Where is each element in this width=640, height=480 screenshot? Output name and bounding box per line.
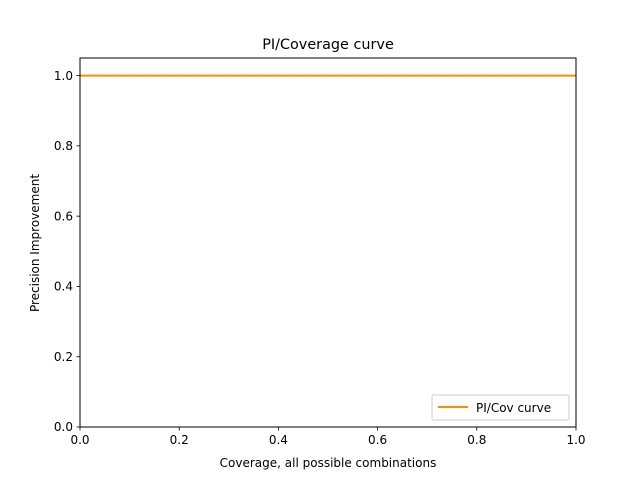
legend: PI/Cov curve: [431, 394, 570, 421]
x-tick-label: 0.6: [368, 433, 387, 447]
x-tick-label: 0.8: [467, 433, 486, 447]
x-axis-label: Coverage, all possible combinations: [220, 456, 437, 470]
chart-title: PI/Coverage curve: [262, 37, 394, 53]
y-tick-label: 0.2: [54, 350, 73, 364]
legend-box: [431, 394, 570, 421]
x-tick-label: 1.0: [566, 433, 585, 447]
x-tick-label: 0.4: [269, 433, 288, 447]
y-tick-label: 0.4: [54, 280, 73, 294]
plot-area-frame: [79, 57, 577, 428]
legend-label: PI/Cov curve: [476, 401, 551, 415]
y-tick-label: 0.0: [54, 420, 73, 434]
x-tick-label: 0.0: [70, 433, 89, 447]
x-axis-ticks: 0.0 0.2 0.4 0.6 0.8 1.0: [70, 427, 586, 447]
y-tick-label: 1.0: [54, 69, 73, 83]
y-axis-ticks: 0.0 0.2 0.4 0.6 0.8 1.0: [54, 69, 80, 434]
y-tick-label: 0.8: [54, 139, 73, 153]
y-axis-label: Precision Improvement: [28, 174, 42, 312]
y-tick-label: 0.6: [54, 209, 73, 223]
x-tick-label: 0.2: [170, 433, 189, 447]
